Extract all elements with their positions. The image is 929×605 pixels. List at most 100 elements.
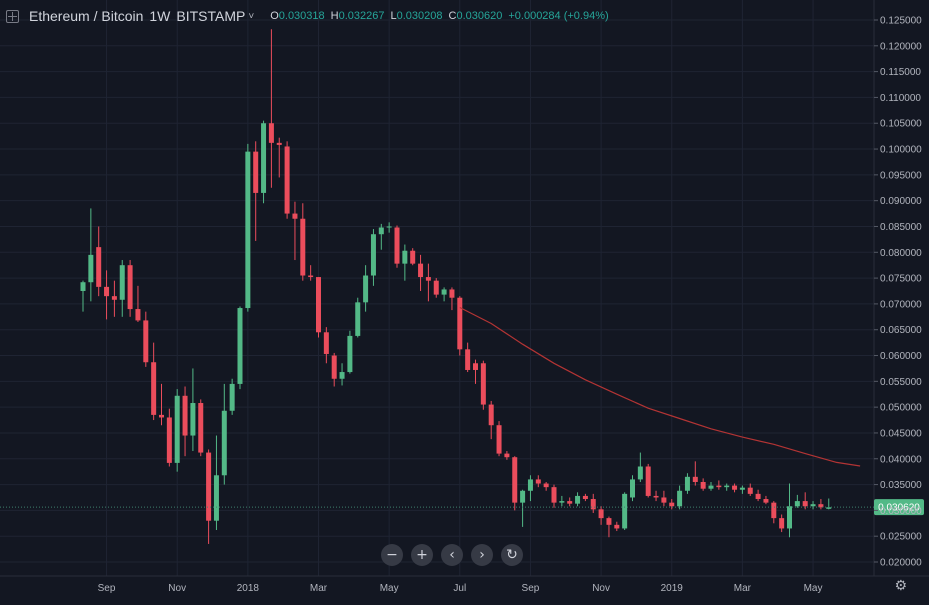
candle-body (394, 227, 400, 264)
candle (779, 514, 785, 533)
moving-average-line (459, 306, 861, 467)
candle (355, 297, 361, 338)
candle (245, 143, 251, 312)
candle (559, 495, 565, 507)
candle-body (347, 335, 353, 373)
candle (370, 229, 376, 286)
candle (182, 386, 188, 457)
candle-body (755, 493, 761, 500)
candle-body (488, 404, 494, 426)
candle-body (732, 485, 738, 490)
candle-body (425, 277, 431, 281)
candle-body (323, 332, 329, 354)
candle (213, 435, 219, 530)
candle (300, 203, 306, 281)
candle (284, 141, 290, 219)
candle-body (276, 142, 282, 145)
candle-body (370, 234, 376, 276)
interval-label[interactable]: 1W (149, 8, 171, 24)
candle (339, 363, 345, 386)
zoom-in-button[interactable]: + (411, 544, 433, 566)
candle (143, 311, 149, 367)
candle (732, 483, 738, 493)
candle (418, 254, 424, 291)
candle-body (708, 485, 714, 489)
candle (206, 449, 212, 544)
candle-body (284, 146, 290, 214)
candle (410, 248, 416, 266)
candle (700, 478, 706, 491)
candle-body (143, 320, 149, 363)
candle (692, 461, 698, 486)
candle (268, 29, 274, 188)
y-axis-tick-label: 0.055000 (880, 377, 922, 388)
candle-body (614, 524, 620, 529)
candle (598, 506, 604, 525)
y-axis-tick-label: 0.060000 (880, 351, 922, 362)
symbol-name[interactable]: Ethereum / Bitcoin (29, 8, 144, 24)
candle-body (551, 487, 557, 503)
candle-body (363, 275, 369, 303)
chevron-down-icon[interactable]: ˅ (248, 10, 255, 22)
candle (614, 521, 620, 532)
candle-body (308, 275, 314, 278)
candle (527, 475, 533, 502)
y-axis-tick-label: 0.080000 (880, 248, 922, 259)
candle (661, 490, 667, 507)
candle-body (127, 265, 133, 310)
candle (151, 342, 157, 421)
y-axis-tick-label: 0.065000 (880, 325, 922, 336)
candle-body (182, 395, 188, 436)
candle-body (504, 453, 510, 458)
candle (763, 495, 769, 505)
candle (88, 208, 94, 302)
candle-body (763, 499, 769, 503)
candle-body (402, 250, 408, 264)
candle-body (206, 452, 212, 521)
candle (684, 473, 690, 494)
scroll-right-button[interactable]: › (471, 544, 493, 566)
y-axis-tick-label: 0.075000 (880, 274, 922, 285)
candle-body (771, 502, 777, 519)
x-axis-tick-label: Jul (453, 583, 466, 594)
expand-icon[interactable] (6, 9, 19, 23)
zoom-out-button[interactable]: − (381, 544, 403, 566)
candle (261, 120, 267, 204)
candle (622, 492, 628, 530)
candle (237, 306, 243, 390)
candle-body (520, 490, 526, 503)
y-axis-tick-label: 0.025000 (880, 532, 922, 543)
candle-body (575, 495, 581, 504)
candle-body (174, 395, 180, 463)
candle-body (245, 151, 251, 309)
candle (449, 287, 455, 311)
candle-body (700, 481, 706, 489)
x-axis-tick-label: May (380, 583, 399, 594)
candle-body (794, 501, 800, 507)
candle (582, 493, 588, 502)
y-axis-tick-label: 0.090000 (880, 196, 922, 207)
low-value: L0.030208 (390, 10, 443, 22)
reset-chart-button[interactable]: ↻ (501, 544, 523, 566)
x-axis-tick-label: 2019 (661, 583, 684, 594)
candle (535, 475, 541, 488)
candle-body (739, 487, 745, 490)
candle (669, 499, 675, 510)
scroll-left-button[interactable]: ‹ (441, 544, 463, 566)
gear-icon[interactable]: ⚙ (894, 578, 907, 594)
candle (630, 475, 635, 502)
candle (637, 452, 643, 482)
y-axis-tick-label: 0.125000 (880, 16, 922, 27)
candle (645, 463, 651, 498)
candle-body (598, 509, 604, 519)
candle (810, 501, 816, 510)
y-axis-tick-label: 0.115000 (880, 67, 921, 78)
candle (543, 481, 549, 491)
candle (818, 499, 824, 510)
candle (174, 389, 180, 472)
candle-body (237, 308, 243, 384)
candle-body (96, 247, 102, 287)
candle-body (480, 363, 486, 405)
